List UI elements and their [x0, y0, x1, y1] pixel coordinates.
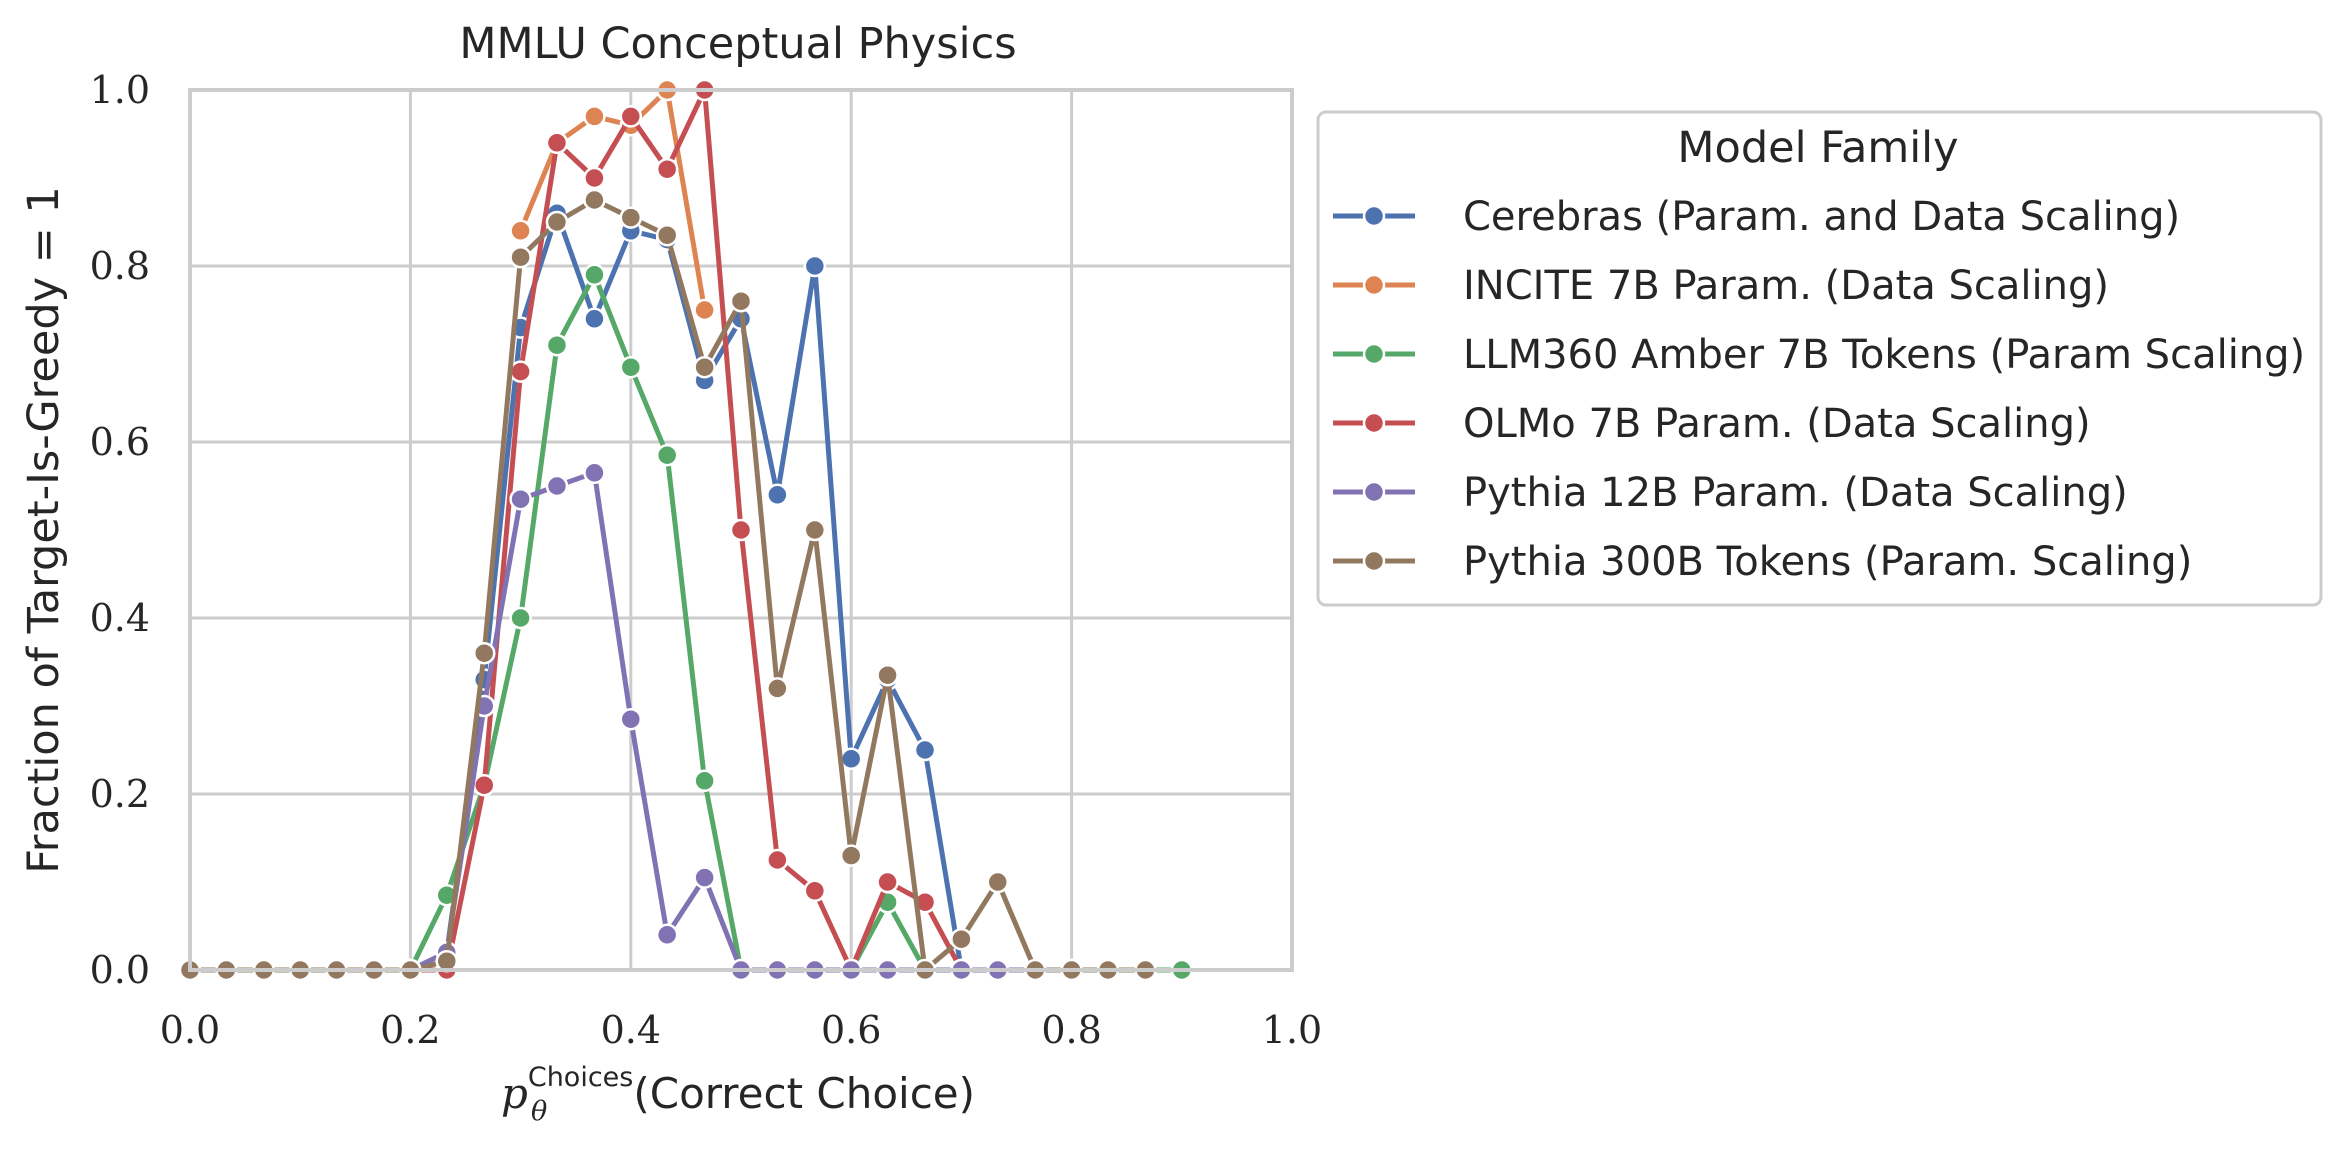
- legend-item-label: Cerebras (Param. and Data Scaling): [1463, 194, 2180, 240]
- x-axis-label: pChoices(Correct Choice): [501, 1062, 975, 1118]
- data-point: [619, 355, 643, 379]
- y-tick-label: 0.6: [90, 420, 150, 464]
- data-point: [545, 210, 569, 234]
- data-point: [729, 289, 753, 313]
- x-axis-superscript: Choices: [528, 1062, 634, 1093]
- data-point: [509, 606, 532, 630]
- legend-item-label: INCITE 7B Param. (Data Scaling): [1463, 263, 2109, 309]
- data-point: [839, 844, 863, 867]
- data-point: [950, 927, 973, 951]
- data-point: [472, 641, 496, 665]
- data-point: [509, 360, 532, 383]
- data-point: [545, 333, 569, 357]
- data-point: [583, 166, 606, 190]
- x-tick-label: 0.0: [160, 1008, 220, 1052]
- data-point: [693, 866, 716, 889]
- series-line: [187, 87, 1148, 973]
- data-point: [545, 474, 569, 498]
- legend-swatch-marker: [1362, 342, 1386, 366]
- data-point: [729, 518, 753, 542]
- data-point: [766, 483, 789, 507]
- legend-swatch-marker: [1362, 273, 1386, 297]
- x-tick-label: 0.4: [601, 1008, 661, 1052]
- data-point: [803, 254, 827, 278]
- data-point: [803, 518, 827, 542]
- chart-title: MMLU Conceptual Physics: [459, 19, 1016, 69]
- x-axis-subscript: θ: [531, 1096, 547, 1127]
- series-3: [178, 78, 1157, 982]
- x-axis-text: (Correct Choice): [633, 1069, 975, 1118]
- x-tick-label: 0.2: [380, 1008, 440, 1052]
- data-point: [472, 773, 496, 797]
- legend-box: [1316, 110, 2323, 607]
- y-tick-label: 0.0: [90, 948, 150, 992]
- data-point: [583, 188, 606, 212]
- legend: Model Family Cerebras (Param. and Data S…: [1316, 110, 2323, 607]
- data-point: [545, 131, 569, 155]
- data-point: [509, 219, 532, 243]
- legend-swatch-marker: [1362, 480, 1386, 504]
- data-point: [839, 747, 863, 771]
- plot-frame: [188, 88, 1294, 972]
- data-point: [693, 298, 716, 322]
- data-point: [655, 157, 679, 181]
- series-5: [178, 188, 1157, 982]
- y-tick-label: 0.8: [90, 244, 150, 288]
- x-axis-symbol: p: [501, 1069, 528, 1118]
- y-tick-labels: 0.0 0.2 0.4 0.6 0.8 1.0: [90, 68, 150, 992]
- legend-title: Model Family: [1677, 123, 1958, 173]
- legend-items: Cerebras (Param. and Data Scaling) INCITE…: [1333, 194, 2305, 585]
- data-point: [619, 105, 643, 128]
- data-point: [913, 738, 937, 762]
- x-tick-label: 0.8: [1041, 1008, 1101, 1052]
- data-point: [876, 870, 899, 894]
- data-point: [583, 461, 606, 485]
- x-tick-labels: 0.0 0.2 0.4 0.6 0.8 1.0: [160, 1008, 1322, 1052]
- legend-swatch-marker: [1362, 549, 1386, 573]
- legend-item-label: Pythia 300B Tokens (Param. Scaling): [1463, 539, 2192, 585]
- series-1: [509, 78, 716, 322]
- series-line: [518, 87, 708, 313]
- y-tick-label: 0.4: [90, 596, 150, 640]
- data-point: [766, 848, 789, 872]
- x-tick-label: 1.0: [1262, 1008, 1322, 1052]
- data-point: [693, 769, 716, 793]
- data-point: [876, 663, 899, 687]
- y-tick-label: 1.0: [90, 68, 150, 112]
- data-point: [986, 870, 1010, 894]
- y-axis-label: Fraction of Target-Is-Greedy = 1: [19, 186, 69, 874]
- data-point: [509, 245, 532, 269]
- series-line: [187, 197, 1148, 973]
- data-point: [619, 206, 643, 229]
- data-point: [693, 355, 716, 379]
- legend-swatch-marker: [1362, 204, 1386, 228]
- series-line: [187, 210, 1148, 973]
- data-point: [509, 487, 532, 511]
- data-point: [803, 879, 827, 903]
- data-point: [619, 707, 643, 731]
- series-2: [178, 263, 1194, 982]
- legend-item-label: OLMo 7B Param. (Data Scaling): [1463, 401, 2091, 447]
- data-point: [583, 307, 606, 331]
- y-tick-label: 0.2: [90, 772, 150, 816]
- data-point: [583, 105, 606, 128]
- data-point: [583, 263, 606, 287]
- legend-swatch-marker: [1362, 411, 1386, 435]
- data-point: [655, 443, 679, 467]
- x-tick-label: 0.6: [821, 1008, 881, 1052]
- series-layer: [178, 78, 1194, 982]
- series-0: [178, 201, 1157, 982]
- legend-item-label: Pythia 12B Param. (Data Scaling): [1463, 470, 2128, 516]
- data-point: [766, 677, 789, 700]
- series-line: [187, 272, 1185, 973]
- data-point: [655, 923, 679, 947]
- data-point: [655, 223, 679, 247]
- legend-item-label: LLM360 Amber 7B Tokens (Param Scaling): [1463, 332, 2305, 378]
